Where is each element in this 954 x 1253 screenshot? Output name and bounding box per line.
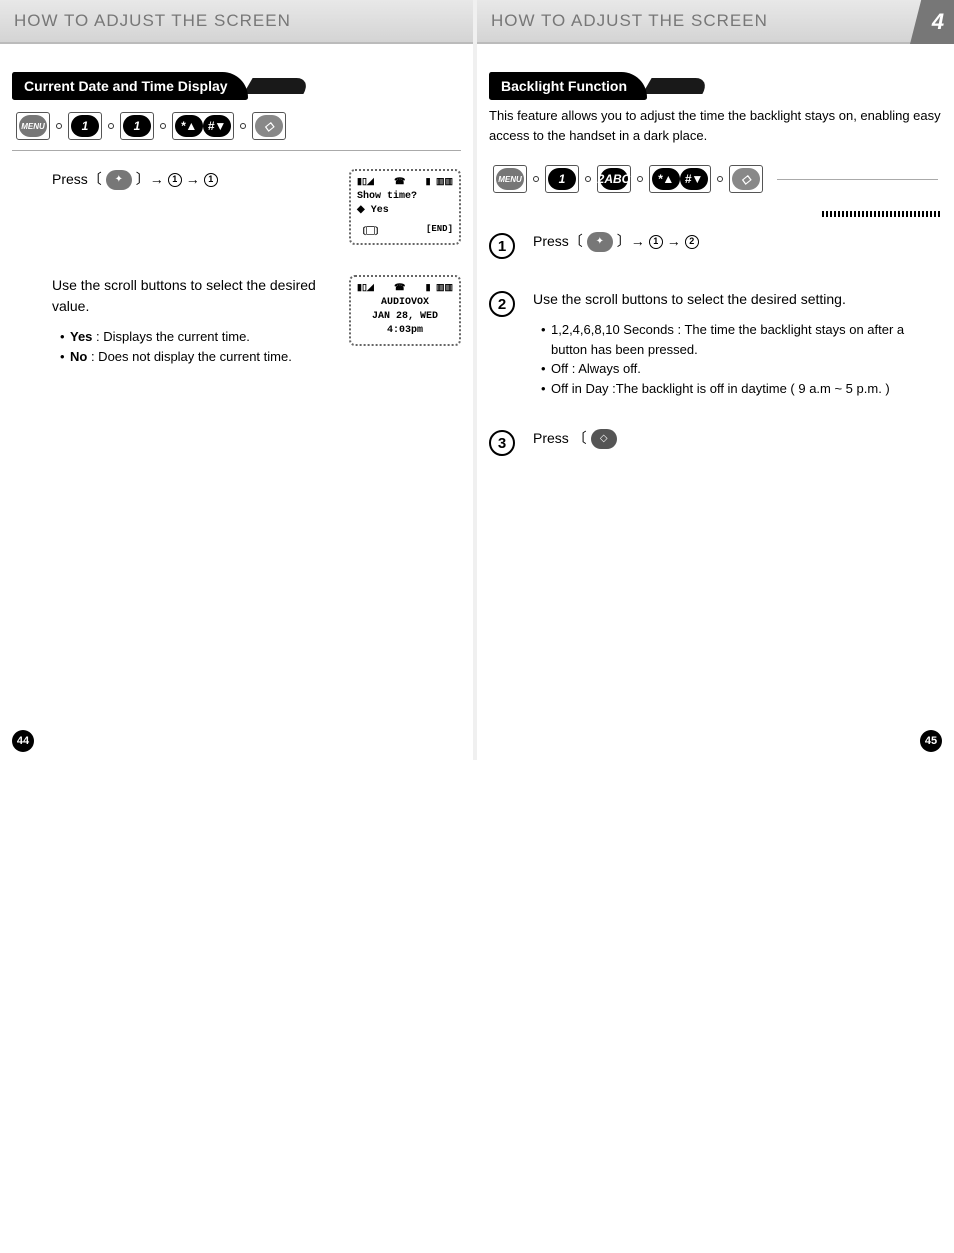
screen-line: Show time? — [357, 190, 453, 204]
dot-icon — [533, 176, 539, 182]
dot-icon — [56, 123, 62, 129]
end-button-icon: ◇ — [591, 429, 617, 449]
screen-line: JAN 28, WED — [357, 310, 453, 324]
backlight-description: This feature allows you to adjust the ti… — [489, 106, 942, 145]
key-1-icon: 1 — [548, 168, 576, 190]
battery-icon: ▮ ▥▥ — [426, 283, 453, 293]
list-item: 1,2,4,6,8,10 Seconds : The time the back… — [541, 320, 942, 359]
battery-icon: ▮ ▥▥ — [426, 177, 453, 187]
key-star-up-icon: *▲ — [652, 168, 680, 190]
step-ref-1: 1 — [649, 235, 663, 249]
step-number-2: 2 — [489, 291, 515, 317]
phone-screen-showtime: ▮▯◢ ☎ ▮ ▥▥ Show time? ◆ Yes 〔▢〕 [END] — [349, 169, 461, 245]
list-item: Off : Always off. — [541, 359, 942, 379]
screen-line: ◆ Yes — [357, 204, 453, 218]
options-list-right: 1,2,4,6,8,10 Seconds : The time the back… — [533, 320, 942, 398]
step-number-3: 3 — [489, 430, 515, 456]
dot-icon — [717, 176, 723, 182]
press-suffix: 〕→ — [136, 169, 164, 190]
dot-icon — [160, 123, 166, 129]
bell-icon: ☎ — [394, 283, 405, 293]
screen-line: 4:03pm — [357, 324, 453, 338]
step-number-1: 1 — [489, 233, 515, 259]
key-hash-down-icon: #▼ — [203, 115, 231, 137]
press-prefix: Press〔 — [52, 169, 102, 190]
phone-screen-datetime: ▮▯◢ ☎ ▮ ▥▥ AUDIOVOX JAN 28, WED 4:03pm — [349, 275, 461, 346]
right-page: HOW TO ADJUST THE SCREEN 4 Backlight Fun… — [477, 0, 954, 760]
key-hash-down-icon: #▼ — [680, 168, 708, 190]
step-ref-2: 1 — [204, 173, 218, 187]
press-instruction-left: Press〔 ✦ 〕→ 1 → 1 — [52, 169, 331, 190]
section-title-datetime: Current Date and Time Display — [12, 72, 248, 100]
options-list-left: Yes : Displays the current time. No : Do… — [52, 327, 331, 366]
end-key-icon: ◇ — [255, 115, 283, 137]
menu-icon: MENU — [19, 115, 47, 137]
page-number-right: 45 — [920, 730, 942, 752]
chapter-tab: 4 — [910, 0, 954, 44]
decorative-line — [822, 211, 942, 217]
softkey-right: [END] — [426, 224, 453, 237]
instruction-text: Use the scroll buttons to select the des… — [533, 289, 942, 310]
key-star-up-icon: *▲ — [175, 115, 203, 137]
menu-icon: MENU — [496, 168, 524, 190]
signal-icon: ▮▯◢ — [357, 177, 374, 187]
dot-icon — [637, 176, 643, 182]
instruction-text: Use the scroll buttons to select the des… — [52, 275, 331, 317]
press-instruction-right: Press〔 ✦ 〕→ 1 → 2 — [533, 231, 942, 252]
dot-icon — [108, 123, 114, 129]
bell-icon: ☎ — [394, 177, 405, 187]
section-title-backlight: Backlight Function — [489, 72, 647, 100]
softkey-left: 〔▢〕 — [357, 224, 384, 237]
key-2-icon: 2ABC — [600, 168, 628, 190]
nav-icon-strip-left: MENU 1 1 *▲#▼ ◇ — [12, 106, 461, 151]
key-1-icon: 1 — [71, 115, 99, 137]
press-prefix: Press〔 — [533, 231, 583, 252]
nav-icon-strip-right: MENU 1 2ABC *▲#▼ ◇ — [489, 159, 942, 203]
menu-button-icon: ✦ — [587, 232, 613, 252]
key-1-icon: 1 — [123, 115, 151, 137]
left-page: HOW TO ADJUST THE SCREEN Current Date an… — [0, 0, 477, 760]
end-key-icon: ◇ — [732, 168, 760, 190]
dot-icon — [240, 123, 246, 129]
step-ref-1: 1 — [168, 173, 182, 187]
header-title-right: HOW TO ADJUST THE SCREEN — [491, 11, 768, 31]
press-suffix: 〕→ — [617, 231, 645, 252]
step-ref-2: 2 — [685, 235, 699, 249]
list-item: Off in Day :The backlight is off in dayt… — [541, 379, 942, 399]
menu-button-icon: ✦ — [106, 170, 132, 190]
signal-icon: ▮▯◢ — [357, 283, 374, 293]
header-bar-right: HOW TO ADJUST THE SCREEN 4 — [477, 0, 954, 44]
screen-line: AUDIOVOX — [357, 296, 453, 310]
press-prefix: Press 〔 — [533, 428, 587, 449]
header-title-left: HOW TO ADJUST THE SCREEN — [14, 11, 291, 31]
page-number-left: 44 — [12, 730, 34, 752]
header-bar-left: HOW TO ADJUST THE SCREEN — [0, 0, 473, 44]
press-instruction-step3: Press 〔 ◇ — [533, 428, 942, 449]
dot-icon — [585, 176, 591, 182]
